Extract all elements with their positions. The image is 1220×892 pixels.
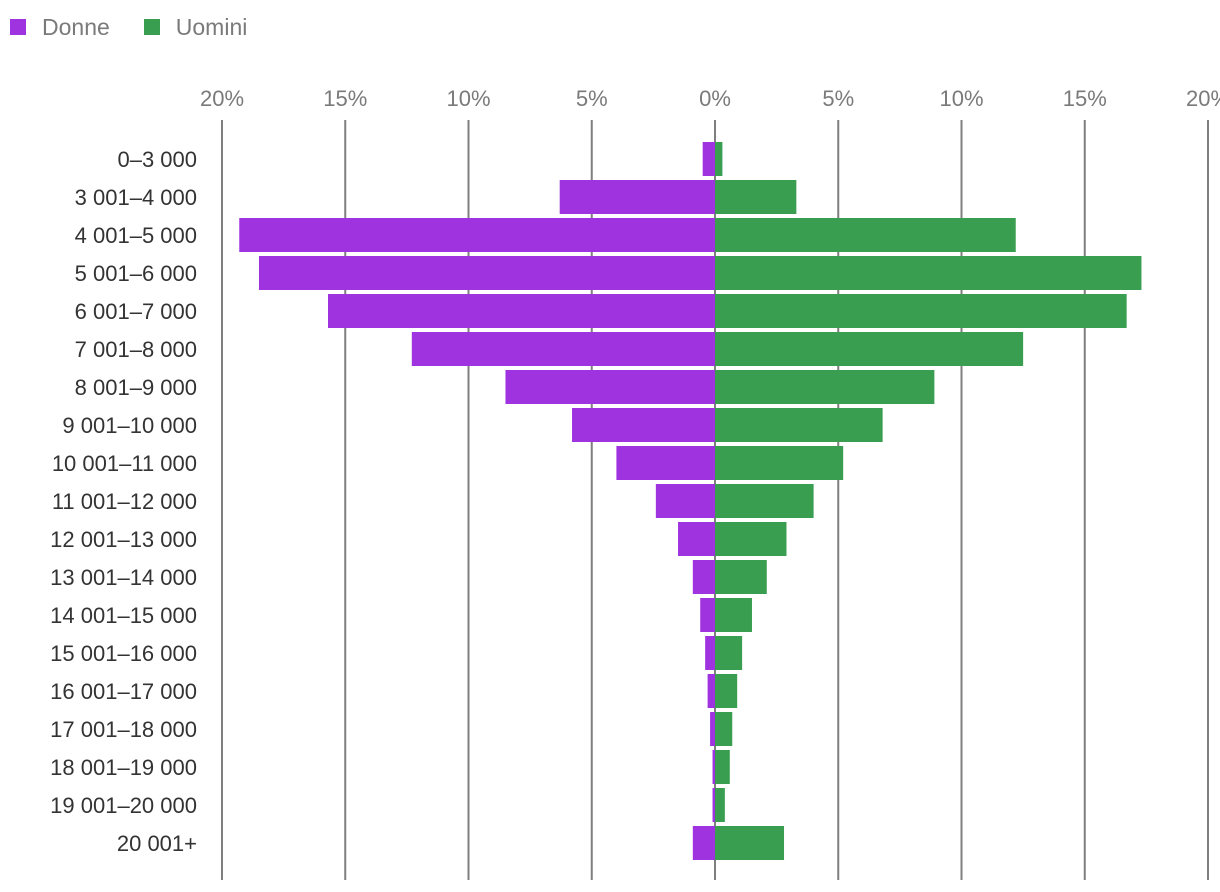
bar-women xyxy=(327,294,715,328)
bar-women xyxy=(258,256,715,290)
category-label: 3 001–4 000 xyxy=(75,185,197,210)
bar-women xyxy=(655,484,715,518)
legend-item-women[interactable]: Donne xyxy=(10,14,110,40)
bar-men xyxy=(715,826,785,860)
bar-women xyxy=(559,180,715,214)
bar-men xyxy=(715,788,725,822)
category-label: 12 001–13 000 xyxy=(50,527,197,552)
x-tick-label: 10% xyxy=(939,86,983,111)
bar-women xyxy=(678,522,715,556)
category-label: 9 001–10 000 xyxy=(62,413,197,438)
bar-women xyxy=(712,788,715,822)
category-label: 8 001–9 000 xyxy=(75,375,197,400)
bar-women xyxy=(616,446,715,480)
category-label: 18 001–19 000 xyxy=(50,755,197,780)
bar-women xyxy=(702,142,715,176)
category-label: 15 001–16 000 xyxy=(50,641,197,666)
bar-layer xyxy=(239,142,1142,860)
bar-men xyxy=(715,332,1024,366)
bar-women xyxy=(707,674,715,708)
x-tick-label: 5% xyxy=(822,86,854,111)
category-label: 16 001–17 000 xyxy=(50,679,197,704)
bar-men xyxy=(715,750,730,784)
bar-men xyxy=(715,636,743,670)
x-tick-label: 20% xyxy=(200,86,244,111)
category-label: 19 001–20 000 xyxy=(50,793,197,818)
legend-swatch-women xyxy=(10,19,26,35)
bar-men xyxy=(715,484,814,518)
bar-men xyxy=(715,522,787,556)
bar-women xyxy=(692,826,715,860)
x-tick-label: 5% xyxy=(576,86,608,111)
x-tick-label: 20% xyxy=(1186,86,1220,111)
bar-women xyxy=(239,218,715,252)
category-label: 5 001–6 000 xyxy=(75,261,197,286)
bar-men xyxy=(715,218,1016,252)
bar-men xyxy=(715,142,723,176)
category-label: 11 001–12 000 xyxy=(52,489,197,514)
category-label: 17 001–18 000 xyxy=(50,717,197,742)
bar-men xyxy=(715,712,733,746)
x-tick-label: 15% xyxy=(323,86,367,111)
legend-label-women: Donne xyxy=(42,14,110,40)
bar-women xyxy=(572,408,715,442)
bar-men xyxy=(715,370,935,404)
bar-women xyxy=(692,560,715,594)
bar-men xyxy=(715,180,797,214)
bar-men xyxy=(715,294,1127,328)
x-tick-label: 0% xyxy=(699,86,731,111)
bar-women xyxy=(712,750,715,784)
bar-men xyxy=(715,256,1142,290)
category-label: 13 001–14 000 xyxy=(50,565,197,590)
bar-men xyxy=(715,674,738,708)
category-label: 0–3 000 xyxy=(117,147,197,172)
category-label: 7 001–8 000 xyxy=(75,337,197,362)
legend: Donne Uomini xyxy=(10,14,281,40)
tick-layer: 20% 15% 10% 5% 0% 5% 10% 15% 20% xyxy=(200,86,1220,111)
bar-men xyxy=(715,598,752,632)
x-tick-label: 10% xyxy=(446,86,490,111)
x-tick-label: 15% xyxy=(1063,86,1107,111)
bar-women xyxy=(411,332,715,366)
category-label: 6 001–7 000 xyxy=(75,299,197,324)
category-layer: 0–3 000 3 001–4 000 4 001–5 000 5 001–6 000… xyxy=(50,147,197,856)
category-label: 14 001–15 000 xyxy=(50,603,197,628)
category-label: 10 001–11 000 xyxy=(52,451,197,476)
legend-item-men[interactable]: Uomini xyxy=(143,14,248,40)
bar-men xyxy=(715,408,883,442)
bar-women xyxy=(705,636,715,670)
bar-men xyxy=(715,560,767,594)
legend-label-men: Uomini xyxy=(175,14,248,40)
legend-swatch-men xyxy=(143,19,160,35)
bar-men xyxy=(715,446,844,480)
category-label: 4 001–5 000 xyxy=(75,223,197,248)
category-label: 20 001+ xyxy=(117,831,197,856)
bar-women xyxy=(505,370,715,404)
bar-women xyxy=(700,598,715,632)
bar-women xyxy=(710,712,715,746)
